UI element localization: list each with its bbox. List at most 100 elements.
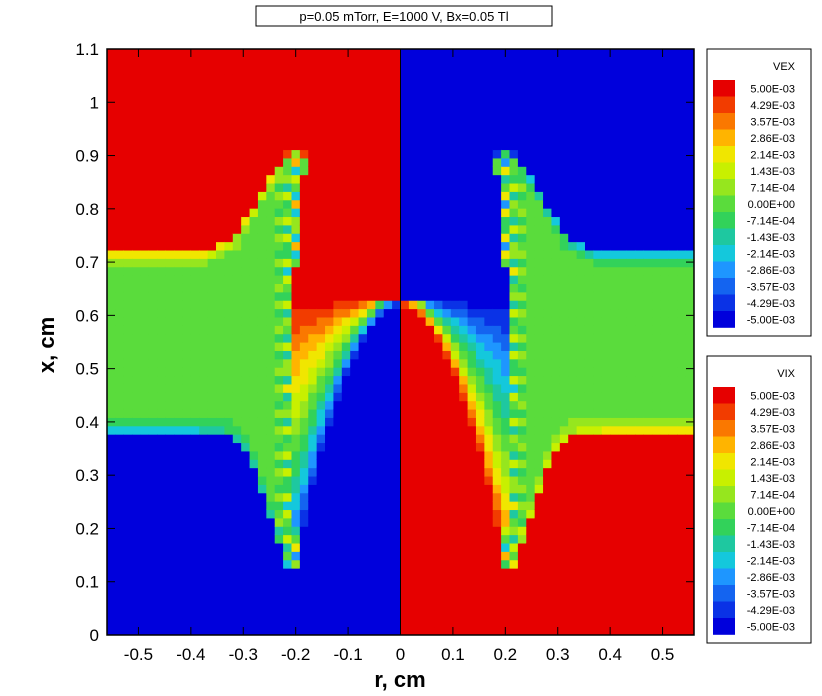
heatmap-cell — [677, 568, 687, 577]
heatmap-cell — [216, 383, 225, 393]
heatmap-cell — [283, 325, 293, 335]
heatmap-cell — [224, 199, 234, 209]
heatmap-cell — [626, 517, 636, 527]
heatmap-cell — [392, 333, 402, 343]
heatmap-cell — [526, 166, 536, 176]
heatmap-cell — [123, 266, 133, 276]
heatmap-cell — [157, 157, 167, 167]
heatmap-cell — [517, 157, 527, 167]
heatmap-cell — [148, 342, 158, 351]
heatmap-cell — [325, 559, 335, 569]
heatmap-cell — [618, 576, 628, 586]
heatmap-cell — [576, 65, 586, 75]
heatmap-cell — [299, 107, 309, 117]
heatmap-cell — [182, 626, 192, 635]
heatmap-cell — [685, 199, 694, 209]
heatmap-cell — [123, 350, 133, 360]
heatmap-cell — [534, 509, 544, 519]
heatmap-cell — [249, 199, 259, 209]
heatmap-cell — [148, 450, 158, 460]
heatmap-cell — [484, 542, 494, 552]
heatmap-cell — [559, 65, 569, 75]
heatmap-cell — [157, 191, 167, 201]
heatmap-cell — [501, 283, 511, 293]
heatmap-cell — [668, 115, 678, 125]
heatmap-cell — [350, 375, 360, 385]
heatmap-cell — [417, 450, 427, 460]
heatmap-cell — [291, 308, 301, 318]
heatmap-cell — [534, 224, 544, 234]
heatmap-cell — [610, 526, 620, 536]
heatmap-cell — [660, 492, 670, 502]
heatmap-cell — [350, 542, 360, 552]
heatmap-cell — [434, 224, 444, 234]
heatmap-cell — [668, 191, 678, 201]
heatmap-cell — [325, 425, 335, 435]
heatmap-cell — [584, 626, 594, 635]
heatmap-cell — [316, 241, 326, 251]
heatmap-cell — [182, 417, 192, 427]
heatmap-cell — [618, 467, 628, 477]
heatmap-cell — [601, 149, 611, 159]
heatmap-cell — [434, 308, 444, 318]
heatmap-cell — [249, 325, 259, 335]
heatmap-cell — [450, 233, 460, 243]
heatmap-cell — [568, 182, 578, 192]
heatmap-cell — [408, 400, 418, 410]
heatmap-cell — [610, 57, 620, 67]
heatmap-cell — [559, 392, 569, 402]
x-tick-label: 0 — [396, 645, 405, 664]
heatmap-cell — [224, 266, 234, 276]
heatmap-cell — [677, 216, 687, 226]
heatmap-cell — [400, 241, 410, 251]
heatmap-cell — [501, 82, 511, 92]
heatmap-cell — [408, 291, 418, 301]
heatmap-cell — [325, 325, 335, 335]
heatmap-cell — [157, 208, 167, 218]
heatmap-cell — [618, 115, 628, 125]
heatmap-cell — [157, 534, 167, 544]
heatmap-cell — [308, 609, 318, 619]
heatmap-cell — [333, 392, 343, 402]
heatmap-cell — [417, 166, 427, 176]
heatmap-cell — [534, 601, 544, 611]
heatmap-cell — [107, 266, 116, 276]
heatmap-cell — [467, 576, 477, 586]
heatmap-cell — [216, 350, 225, 360]
heatmap-cell — [601, 182, 611, 192]
heatmap-cell — [543, 90, 553, 100]
heatmap-cell — [190, 275, 200, 284]
heatmap-cell — [174, 475, 184, 485]
heatmap-cell — [677, 383, 687, 393]
heatmap-cell — [652, 308, 662, 318]
heatmap-cell — [358, 425, 368, 435]
heatmap-cell — [241, 526, 251, 536]
heatmap-cell — [425, 166, 435, 176]
heatmap-cell — [677, 434, 687, 444]
heatmap-cell — [475, 509, 485, 519]
heatmap-cell — [517, 216, 527, 226]
heatmap-cell — [576, 408, 586, 418]
heatmap-cell — [417, 275, 427, 284]
heatmap-cell — [115, 408, 125, 418]
heatmap-cell — [165, 350, 175, 360]
heatmap-cell — [685, 249, 694, 259]
heatmap-cell — [366, 283, 376, 293]
heatmap-cell — [551, 434, 561, 444]
heatmap-cell — [517, 107, 527, 117]
heatmap-cell — [668, 626, 678, 635]
heatmap-cell — [434, 459, 444, 469]
heatmap-cell — [316, 216, 326, 226]
heatmap-cell — [249, 82, 259, 92]
heatmap-cell — [543, 57, 553, 67]
heatmap-cell — [576, 99, 586, 109]
heatmap-cell — [434, 425, 444, 435]
heatmap-cell — [601, 99, 611, 109]
heatmap-cell — [375, 559, 385, 569]
heatmap-cell — [459, 450, 469, 460]
heatmap-cell — [232, 216, 242, 226]
heatmap-cell — [660, 576, 670, 586]
heatmap-cell — [241, 568, 251, 577]
heatmap-cell — [685, 400, 694, 410]
heatmap-cell — [291, 517, 301, 527]
